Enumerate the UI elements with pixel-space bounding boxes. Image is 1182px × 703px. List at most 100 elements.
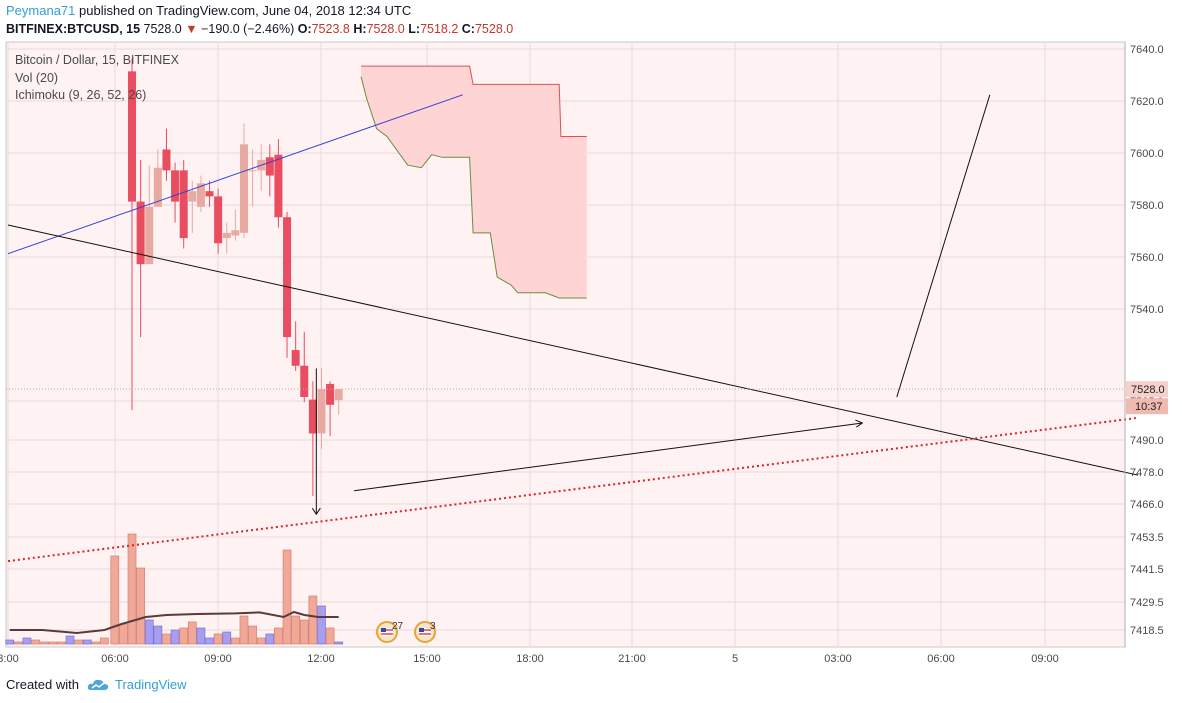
price-tick-label: 7441.5 [1130, 564, 1164, 576]
forecast-line [896, 94, 991, 398]
volume-bar [196, 627, 206, 645]
flag-stripes-icon [419, 628, 431, 636]
legend-ichimoku: Ichimoku (9, 26, 52, 26) [15, 88, 147, 102]
flag-stripes-icon [381, 628, 393, 636]
published-text: published on TradingView.com, June 04, 2… [79, 3, 412, 18]
low-value: 7518.2 [420, 22, 459, 36]
volume-bar [317, 605, 326, 645]
close-value: 7528.0 [474, 22, 514, 36]
candle-body [153, 167, 162, 207]
volume-bar [222, 631, 232, 645]
drawings [6, 94, 1139, 563]
candle-body [265, 157, 274, 176]
time-tick-label: 21:00 [618, 653, 646, 665]
time-tick-label: 5 [732, 653, 738, 665]
candle-body [145, 206, 154, 265]
price-chart[interactable]: 27 3 7640.0 7620.0 7600.0 7580.0 7560.0 7540.0… [0, 40, 1182, 670]
time-tick-label: 09:00 [1031, 653, 1059, 665]
candle-body [291, 350, 300, 366]
candle-body [239, 144, 248, 233]
candle-body [136, 201, 145, 265]
price-tick-label: 7478.0 [1130, 467, 1164, 479]
price-tick-label: 7620.0 [1130, 96, 1164, 108]
price-tick-label: 7466.0 [1130, 499, 1164, 511]
candle-body [231, 230, 240, 236]
price-tick-label: 7418.5 [1130, 625, 1164, 637]
low-label: L: [408, 22, 421, 36]
countdown-label: 10:37 [1135, 401, 1163, 413]
volume-bar [187, 621, 197, 645]
price-change: −190.0 (−2.46%) [201, 22, 295, 36]
time-tick-label: 06:00 [927, 653, 955, 665]
volume-bar [127, 533, 137, 645]
created-with-text: Created with [6, 677, 79, 692]
down-triangle-icon: ▼ [185, 22, 198, 36]
symbol-ohlc-bar: BITFINEX:BTCUSD, 15 7528.0 ▼ −190.0 (−2.… [6, 22, 513, 36]
author-link[interactable]: Peymana71 [6, 3, 76, 18]
symbol-label: BITFINEX:BTCUSD, 15 [6, 22, 141, 36]
time-tick-label: 12:00 [307, 653, 335, 665]
candle-body [171, 170, 180, 202]
legend-title: Bitcoin / Dollar, 15, BITFINEX [15, 53, 179, 67]
volume-bar [74, 639, 83, 645]
volume-bar [162, 633, 171, 645]
candle-body [205, 191, 214, 197]
volume-bar [248, 625, 257, 645]
candle-body [283, 217, 292, 338]
arrow-right-head [855, 419, 864, 428]
volume-bars [5, 533, 344, 645]
countdown-tag [1126, 398, 1168, 415]
volume-bar [308, 595, 318, 645]
volume-bar [57, 641, 66, 645]
open-value: 7523.8 [311, 22, 350, 36]
blue-trendline [7, 94, 463, 255]
price-tick-label: 7640.0 [1130, 44, 1164, 56]
open-label: O: [297, 22, 312, 36]
volume-bar [325, 627, 335, 645]
candle-body [317, 389, 326, 434]
volume-ma-line [9, 610, 339, 635]
volume-bar [213, 633, 223, 645]
footer: Created with TradingView [6, 677, 187, 692]
arrow-right-line [354, 422, 863, 492]
time-axis[interactable]: 3:00 06:00 09:00 12:00 15:00 18:00 21:00 5 03:00… [0, 653, 1059, 665]
cloud-area [361, 66, 587, 298]
price-tick-label: 7453.5 [1130, 532, 1164, 544]
candle-body [274, 154, 283, 218]
last-price: 7528.0 [143, 22, 182, 36]
volume-bar [282, 549, 292, 645]
black-trendline [7, 224, 1139, 476]
tradingview-link[interactable]: TradingView [114, 677, 187, 692]
volume-bar [48, 641, 58, 645]
high-label: H: [353, 22, 367, 36]
volume-bar [22, 637, 32, 645]
current-price-label: 7528.0 [1131, 384, 1165, 396]
candle-body [326, 383, 335, 405]
event-markers[interactable]: 27 3 [376, 621, 436, 643]
price-tick-label: 7580.0 [1130, 200, 1164, 212]
legend-vol: Vol (20) [15, 71, 59, 85]
volume-bar [256, 637, 266, 645]
volume-bar [136, 567, 145, 645]
volume-bar [144, 619, 154, 645]
volume-bar [265, 633, 275, 645]
candle-body [196, 183, 205, 207]
cloud-lower-line [360, 76, 587, 299]
flag-canton [419, 628, 424, 632]
time-tick-label: 09:00 [204, 653, 232, 665]
volume-bar [82, 639, 92, 645]
current-price-tag [1126, 381, 1168, 398]
candle-body [222, 232, 231, 239]
candle-body [128, 71, 137, 202]
candle-body [308, 399, 317, 434]
plot-background [5, 41, 1126, 648]
price-axis[interactable]: 7640.07620.07600.07580.07560.07540.07505… [1124, 42, 1168, 647]
volume-bar [5, 639, 15, 645]
flag-canton [381, 628, 386, 632]
high-value: 7528.0 [366, 22, 405, 36]
volume-bar [299, 619, 309, 645]
tradingview-logo-icon [87, 679, 109, 690]
publish-info: Peymana71 published on TradingView.com, … [6, 3, 411, 18]
price-tick-label: 7560.0 [1130, 252, 1164, 264]
close-label: C: [461, 22, 475, 36]
